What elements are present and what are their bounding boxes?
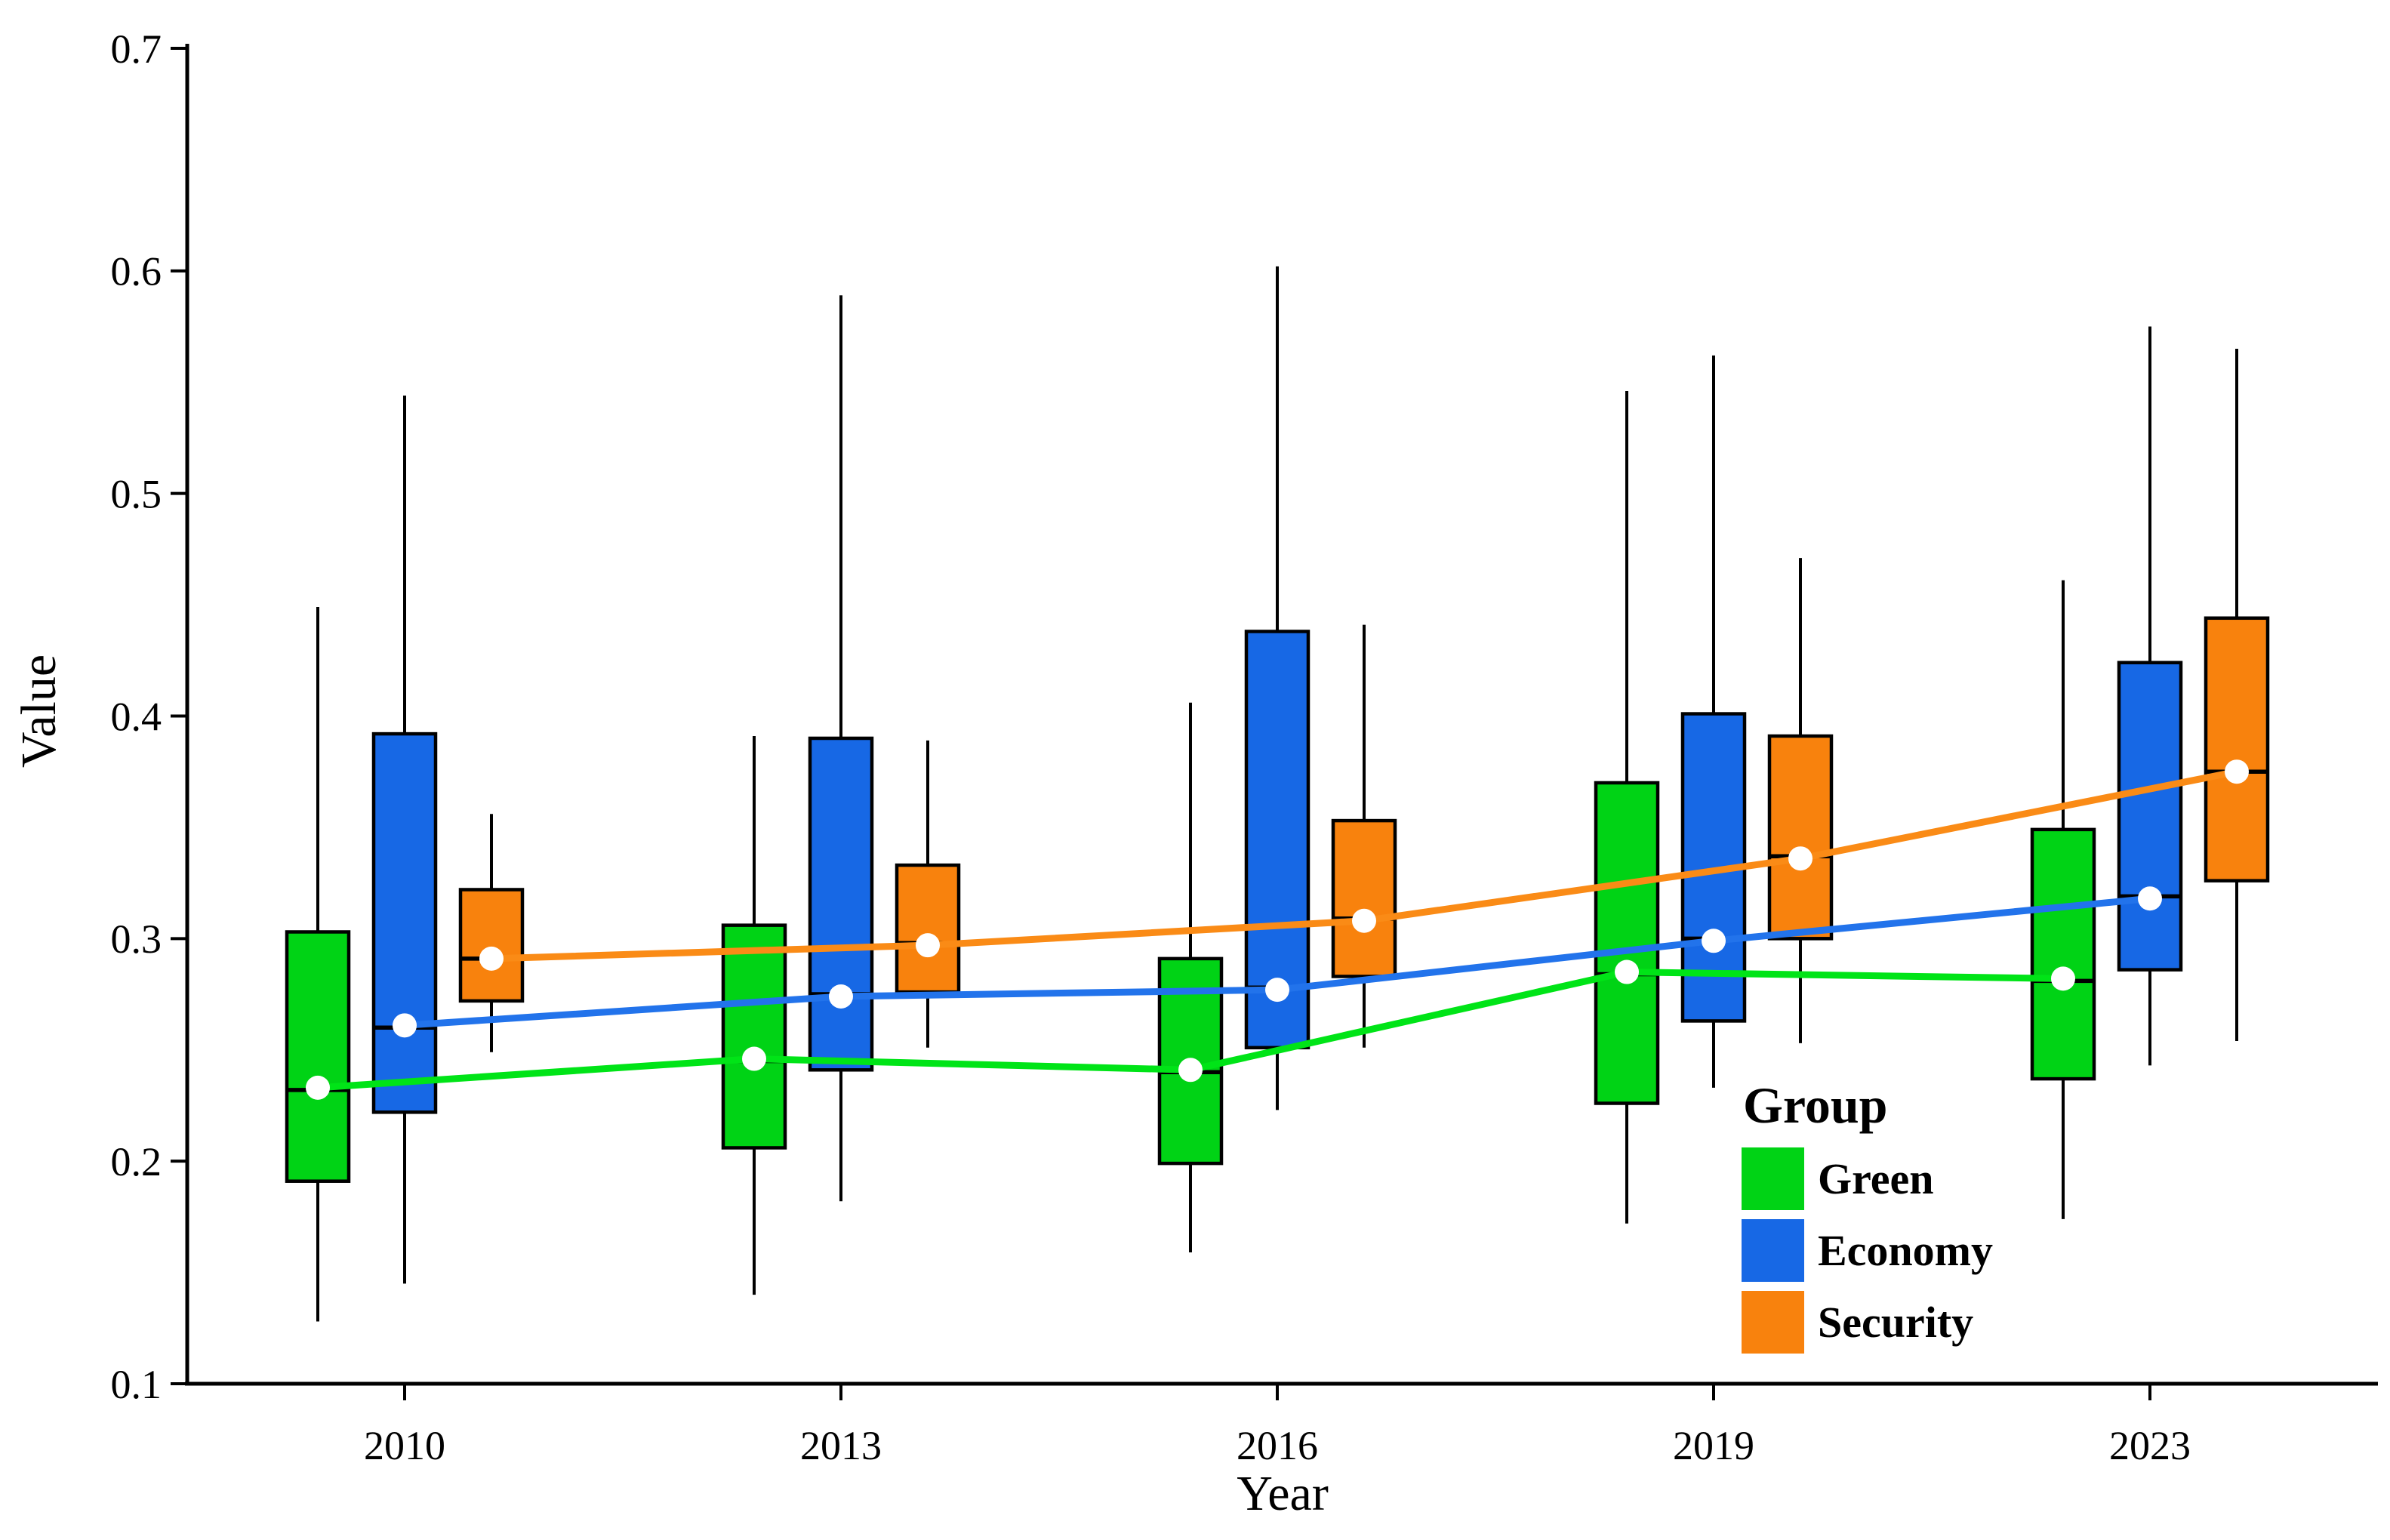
- legend-label-security: Security: [1818, 1298, 1974, 1347]
- mean-dot-Security-2013: [916, 933, 940, 958]
- mean-dot-Security-2016: [1352, 908, 1376, 933]
- box-Security-2016: [1331, 818, 1397, 978]
- mean-dot-Economy-2019: [1702, 929, 1726, 953]
- box-Green-2023: [2030, 827, 2096, 1081]
- legend-item-green: Green: [1742, 1147, 1993, 1210]
- box-Security-2013: [895, 863, 961, 994]
- x-axis-title: Year: [1237, 1466, 1329, 1521]
- legend-label-green: Green: [1818, 1154, 1934, 1203]
- y-axis-title: Value: [11, 654, 66, 768]
- y-tick-label: 0.2: [111, 1139, 162, 1184]
- box-Economy-2023: [2117, 661, 2183, 972]
- legend-swatch-green-icon: [1742, 1147, 1804, 1210]
- legend-item-security: Security: [1742, 1291, 1993, 1354]
- mean-dot-Green-2016: [1178, 1058, 1203, 1083]
- box-Security-2010: [458, 888, 525, 1003]
- mean-dot-Security-2010: [479, 946, 504, 971]
- mean-dot-Economy-2013: [829, 984, 853, 1009]
- box-Green-2013: [721, 923, 787, 1150]
- y-tick-label: 0.3: [111, 916, 162, 962]
- mean-dot-Economy-2016: [1265, 978, 1289, 1003]
- y-tick-label: 0.4: [111, 694, 162, 739]
- x-tick-label: 2013: [800, 1423, 882, 1468]
- mean-dot-Green-2023: [2051, 966, 2075, 991]
- mean-dot-Economy-2023: [2138, 886, 2162, 911]
- legend-item-economy: Economy: [1742, 1219, 1993, 1282]
- legend-swatch-economy-icon: [1742, 1219, 1804, 1282]
- box-Green-2010: [285, 930, 351, 1183]
- legend-swatch-security-icon: [1742, 1291, 1804, 1354]
- box-Security-2019: [1767, 734, 1834, 941]
- box-Economy-2010: [371, 732, 438, 1114]
- x-tick-label: 2010: [364, 1423, 445, 1468]
- x-tick-label: 2019: [1673, 1423, 1754, 1468]
- y-tick-label: 0.5: [111, 472, 162, 517]
- y-tick-label: 0.1: [111, 1362, 162, 1407]
- legend-title: Group: [1743, 1076, 1888, 1134]
- mean-dot-Security-2019: [1788, 846, 1813, 871]
- y-tick-label: 0.7: [111, 26, 162, 72]
- mean-dot-Green-2013: [742, 1046, 766, 1071]
- mean-dot-Green-2019: [1615, 959, 1639, 984]
- mean-dot-Economy-2010: [393, 1013, 417, 1038]
- box-Security-2023: [2204, 616, 2270, 882]
- mean-dot-Security-2023: [2225, 759, 2249, 784]
- mean-dot-Green-2010: [306, 1075, 330, 1100]
- y-tick-label: 0.6: [111, 249, 162, 294]
- box-Economy-2013: [808, 736, 874, 1072]
- legend: Group Green Economy Security: [1742, 1078, 1993, 1363]
- x-tick-label: 2016: [1237, 1423, 1318, 1468]
- legend-label-economy: Economy: [1818, 1226, 1993, 1275]
- x-tick-label: 2023: [2109, 1423, 2191, 1468]
- box-Green-2019: [1594, 781, 1660, 1105]
